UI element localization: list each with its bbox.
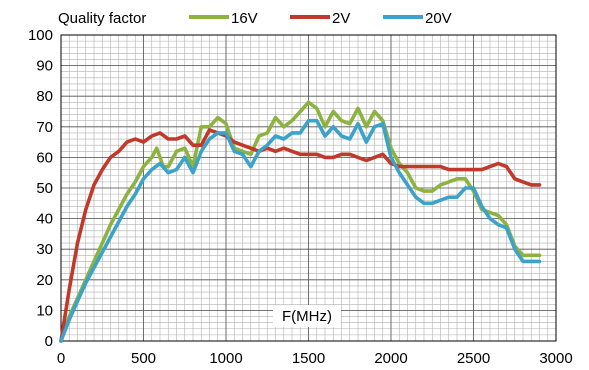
y-tick-label: 70 bbox=[36, 119, 53, 136]
legend: Quality factor 16V 2V 20V bbox=[58, 10, 452, 27]
legend-label-16V: 16V bbox=[231, 10, 258, 27]
x-tick-label: 1000 bbox=[209, 350, 242, 367]
series-line-20V bbox=[59, 118, 542, 343]
x-axis-label-box: F(MHz) bbox=[273, 305, 341, 327]
plot-frame bbox=[60, 34, 557, 342]
y-tick-label: 0 bbox=[45, 333, 53, 350]
grid bbox=[60, 34, 557, 342]
x-tick-label: 500 bbox=[131, 350, 156, 367]
y-tick-label: 30 bbox=[36, 241, 53, 258]
y-tick-label: 20 bbox=[36, 272, 53, 289]
series-line-2V bbox=[59, 128, 542, 343]
x-tick-label: 1500 bbox=[292, 350, 325, 367]
x-tick-label: 2000 bbox=[374, 350, 407, 367]
x-tick-label: 3000 bbox=[539, 350, 572, 367]
legend-label-20V: 20V bbox=[425, 10, 452, 27]
y-tick-label: 80 bbox=[36, 88, 53, 105]
series-lines bbox=[59, 100, 542, 343]
legend-label-2V: 2V bbox=[332, 10, 350, 27]
x-tick-label: 0 bbox=[57, 350, 65, 367]
x-axis-label: F(MHz) bbox=[282, 308, 332, 325]
y-tick-label: 50 bbox=[36, 180, 53, 197]
y-tick-label: 90 bbox=[36, 58, 53, 75]
y-tick-label: 10 bbox=[36, 302, 53, 319]
x-tick-label: 2500 bbox=[457, 350, 490, 367]
y-tick-label: 60 bbox=[36, 149, 53, 166]
y-tick-label: 40 bbox=[36, 211, 53, 228]
series-line-16V bbox=[59, 100, 542, 343]
y-axis-label: Quality factor bbox=[58, 10, 146, 27]
y-tick-label: 100 bbox=[28, 27, 53, 44]
